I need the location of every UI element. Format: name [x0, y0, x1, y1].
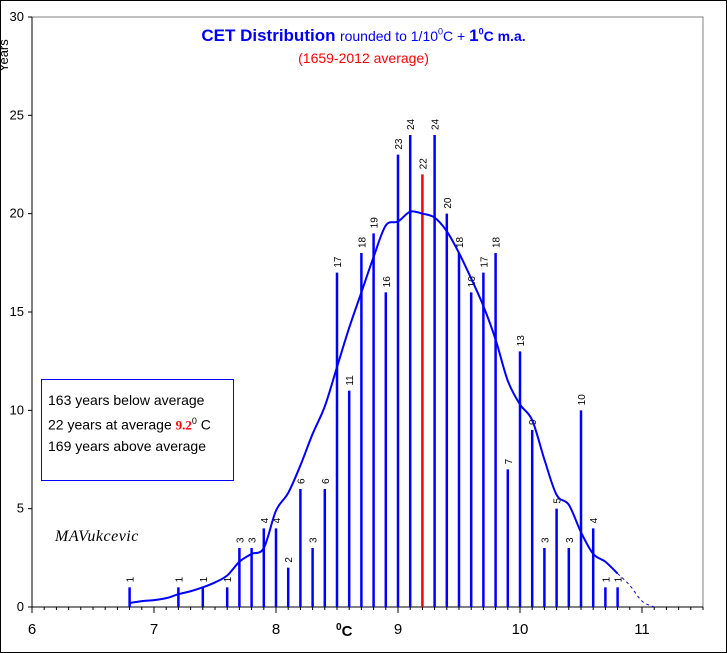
bar-value-label: 3	[309, 537, 320, 543]
y-tick-label: 0	[17, 599, 24, 614]
summary-below: 163 years below average	[48, 392, 205, 408]
title-one: 1	[469, 26, 479, 45]
x-tick-label: 8	[272, 621, 280, 638]
x-tick-label: 10	[512, 621, 529, 638]
subtitle-period: 1659-2012 average	[302, 50, 425, 66]
plot-area	[31, 16, 704, 608]
title-rounded: rounded to 1/10	[339, 28, 439, 44]
bars	[128, 135, 619, 607]
bar-value-label: 1	[223, 576, 234, 582]
bar-value-label: 10	[577, 394, 588, 406]
bar-value-label: 20	[443, 197, 454, 209]
title-deg-sup: 0	[438, 26, 444, 37]
subtitle-close: )	[424, 50, 429, 66]
x-tick-label: 7	[150, 621, 158, 638]
bar-value-label: 1	[614, 576, 625, 582]
summary-at: 22 years at average 9.20 C	[48, 411, 227, 436]
y-axis-label: Years	[0, 39, 11, 72]
x-tick-label: 11	[634, 621, 650, 638]
bar-value-label: 19	[370, 217, 381, 229]
title-ma: C m.a.	[483, 28, 526, 44]
bar-value-label: 5	[553, 498, 564, 504]
summary-box: 163 years below average 22 years at aver…	[41, 379, 234, 481]
summary-at-value: 9.2	[175, 417, 192, 433]
bar-value-label: 1	[174, 576, 185, 582]
x-axis-unit: 0C	[336, 622, 352, 640]
bar-value-label: 4	[589, 517, 600, 523]
chart-title: CET Distribution rounded to 1/100C + 10C…	[0, 26, 727, 46]
summary-at-sup: 0	[191, 416, 197, 426]
bar-value-label: 17	[479, 256, 490, 268]
bar-value-label: 1	[601, 576, 612, 582]
bar-value-label: 2	[284, 557, 295, 563]
bar-value-label: 24	[431, 118, 442, 130]
y-tick-label: 5	[17, 501, 24, 516]
summary-at-prefix: 22 years at average	[48, 416, 176, 433]
subtitle-open: (	[298, 50, 303, 66]
bar-value-label: 4	[260, 517, 271, 523]
x-tick-label: 6	[28, 621, 36, 638]
bar-value-label: 22	[418, 158, 429, 170]
bar-value-label: 24	[406, 118, 417, 130]
bar-value-label: 18	[492, 236, 503, 248]
bar-value-label: 11	[345, 375, 356, 386]
x-tick-label: 9	[394, 621, 402, 638]
author-signature: MAVukcevic	[55, 528, 139, 545]
x-unit-sup: 0	[336, 622, 342, 633]
y-tick-label: 10	[10, 402, 24, 417]
y-tick-label: 30	[10, 9, 24, 24]
summary-above: 169 years above average	[48, 437, 206, 454]
y-tick-label: 20	[10, 206, 24, 221]
bar-value-label: 7	[504, 458, 515, 464]
moving-average-extension	[617, 573, 655, 608]
bar-value-label: 17	[333, 256, 344, 268]
bar-value-label: 3	[248, 537, 259, 543]
bar-value-label: 18	[357, 236, 368, 248]
bar-value-label: 3	[235, 537, 246, 543]
bar-value-label: 23	[394, 138, 405, 150]
bar-value-label: 4	[272, 517, 283, 523]
y-tick-label: 25	[10, 107, 24, 122]
bar-value-label: 1	[199, 576, 210, 582]
y-tick-label: 15	[10, 304, 24, 319]
bar-value-label: 13	[516, 335, 527, 347]
bar-value-label: 18	[455, 236, 466, 248]
bar-value-label: 3	[565, 537, 576, 543]
moving-average-curve	[129, 210, 655, 608]
axes	[28, 16, 704, 613]
x-unit-text: C	[341, 623, 353, 640]
bar-labels: 1 1 1 13 34 426361711181916232422242018161718…	[126, 118, 625, 582]
bar-value-label: 6	[296, 478, 307, 484]
title-c: C +	[443, 28, 470, 44]
title-main: CET Distribution	[201, 26, 336, 45]
bar-value-label: 6	[321, 478, 332, 484]
chart-subtitle: (1659-2012 average)	[0, 50, 727, 66]
title-ma-sup: 0	[478, 26, 484, 37]
bar-value-label: 1	[126, 576, 137, 582]
bar-value-label: 3	[540, 537, 551, 543]
moving-average-line	[129, 210, 619, 605]
summary-at-suffix: C	[196, 416, 211, 433]
bar-value-label: 16	[382, 276, 393, 288]
